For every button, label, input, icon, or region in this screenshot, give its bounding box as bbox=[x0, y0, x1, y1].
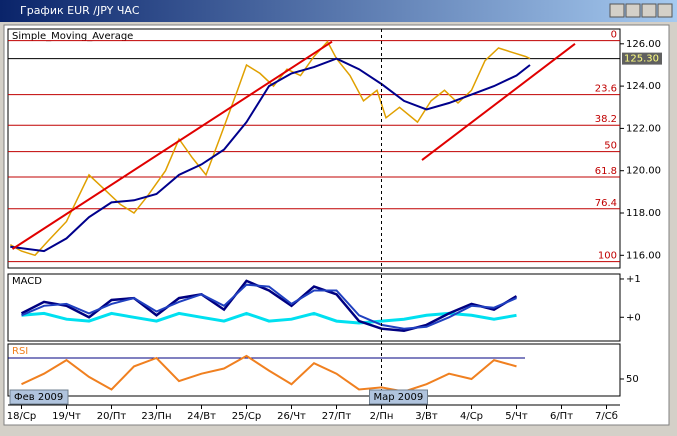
series-line bbox=[9, 40, 531, 257]
x-tick-label: 6/Пт bbox=[550, 411, 573, 422]
y-tick-label: 50 bbox=[626, 374, 639, 385]
y-tick-label: 118.00 bbox=[626, 208, 661, 219]
series-line bbox=[21, 311, 517, 325]
maximize-button[interactable] bbox=[641, 3, 657, 18]
title-bar bbox=[0, 0, 677, 22]
panel-title: MACD bbox=[12, 276, 42, 287]
x-tick-label: 20/Пт bbox=[97, 411, 127, 422]
fib-label: 76.4 bbox=[595, 198, 617, 209]
x-tick-label: 23/Пн bbox=[141, 411, 171, 422]
series-line bbox=[21, 283, 517, 330]
fib-label: 23.6 bbox=[595, 84, 617, 95]
panel-frame bbox=[7, 343, 621, 397]
x-tick-label: 26/Чт bbox=[277, 411, 306, 422]
fib-label: 38.2 bbox=[595, 114, 617, 125]
fib-label: 61.8 bbox=[595, 166, 617, 177]
x-tick-label: 18/Ср bbox=[7, 411, 36, 422]
x-tick-label: 4/Ср bbox=[460, 411, 483, 422]
x-tick-label: 2/Пн bbox=[370, 411, 394, 422]
panel-title: Simple_Moving_Average bbox=[12, 31, 133, 42]
fib-label: 100 bbox=[598, 251, 617, 262]
y-tick-label: 126.00 bbox=[626, 39, 661, 50]
series-line bbox=[21, 354, 517, 393]
x-tick-label: 25/Ср bbox=[232, 411, 261, 422]
plot-background bbox=[3, 24, 670, 426]
series-line bbox=[11, 40, 333, 250]
x-tick-label: 7/Сб bbox=[595, 411, 618, 422]
window-title: График EUR /JPY ЧАС bbox=[20, 4, 140, 17]
panel-frame bbox=[7, 28, 621, 269]
restore-button[interactable] bbox=[625, 3, 641, 18]
y-tick-label: 120.00 bbox=[626, 166, 661, 177]
month-label: Мар 2009 bbox=[374, 392, 424, 403]
series-line bbox=[10, 57, 531, 253]
x-tick-label: 5/Чт bbox=[505, 411, 528, 422]
x-tick-label: 24/Вт bbox=[187, 411, 216, 422]
fib-label: 0 bbox=[611, 30, 617, 41]
y-tick-label: +1 bbox=[626, 274, 641, 285]
price-box bbox=[622, 52, 662, 65]
month-box bbox=[9, 389, 69, 405]
x-tick-label: 19/Чт bbox=[52, 411, 81, 422]
series-line bbox=[20, 279, 518, 332]
x-tick-label: 27/Пт bbox=[322, 411, 352, 422]
month-box bbox=[369, 389, 428, 405]
y-tick-label: 116.00 bbox=[626, 250, 661, 261]
month-label: Фев 2009 bbox=[14, 392, 63, 403]
y-tick-label: 124.00 bbox=[626, 81, 661, 92]
minimize-button[interactable] bbox=[609, 3, 625, 18]
fib-label: 50 bbox=[604, 141, 617, 152]
y-tick-label: 122.00 bbox=[626, 123, 661, 134]
panel-title: RSI bbox=[12, 346, 28, 357]
series-line bbox=[421, 43, 576, 161]
panel-frame bbox=[7, 273, 621, 342]
y-tick-label: +0 bbox=[626, 312, 641, 323]
close-button[interactable] bbox=[657, 3, 673, 18]
price-label: 125.30 bbox=[624, 54, 659, 65]
x-tick-label: 3/Вт bbox=[415, 411, 438, 422]
